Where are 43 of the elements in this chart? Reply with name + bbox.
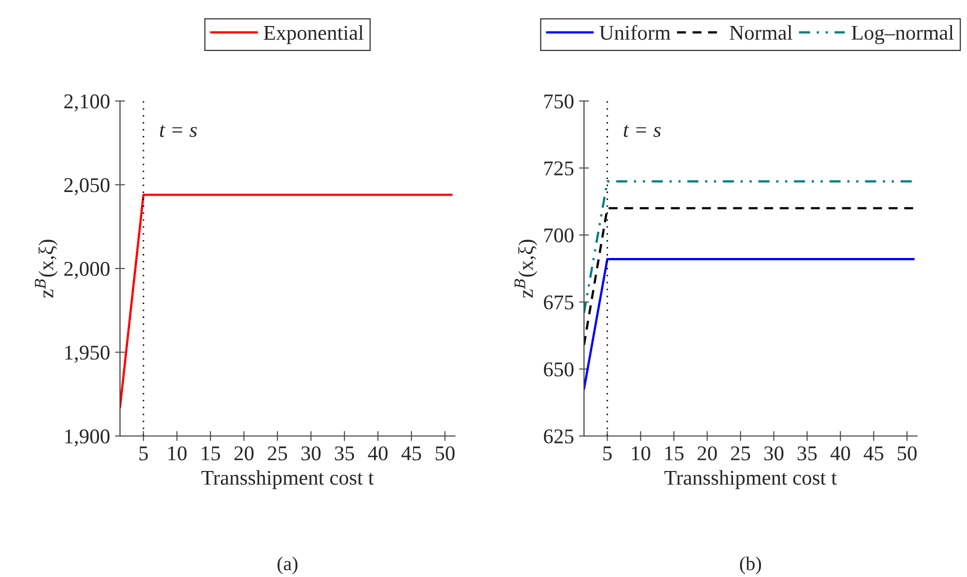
x-tick-label: 45 bbox=[401, 446, 422, 460]
x-tick-label: 15 bbox=[665, 446, 684, 460]
x-tick-label: 35 bbox=[335, 446, 354, 460]
x-tick-label: 40 bbox=[830, 446, 850, 460]
legend-label: Exponential bbox=[264, 25, 364, 44]
x-axis-title: Transshipment cost t bbox=[664, 470, 837, 490]
x-tick-label: 25 bbox=[731, 446, 750, 460]
y-tick-label: 2,100 bbox=[64, 94, 110, 112]
y-tick-label: 650 bbox=[544, 362, 574, 376]
x-tick-label: 50 bbox=[898, 446, 917, 460]
y-tick-label: 1,950 bbox=[65, 346, 110, 363]
x-tick-label: 30 bbox=[302, 446, 321, 460]
x-tick-label: 45 bbox=[864, 446, 884, 460]
x-tick-label: 10 bbox=[168, 446, 187, 460]
y-tick-label: 675 bbox=[544, 295, 574, 310]
x-tick-label: 20 bbox=[234, 446, 254, 460]
y-tick-label: 625 bbox=[544, 429, 574, 444]
y-tick-label: 1,900 bbox=[65, 429, 110, 446]
x-tick-label: 10 bbox=[632, 446, 650, 460]
x-tick-label: 25 bbox=[268, 446, 288, 460]
ref-line-label: t = s bbox=[160, 125, 197, 137]
x-tick-label: 40 bbox=[368, 446, 388, 460]
ref-line-label: t = s bbox=[624, 125, 661, 137]
y-tick-label: 2,050 bbox=[64, 178, 110, 196]
text: (b) bbox=[740, 556, 761, 574]
x-axis-title: Transshipment cost t bbox=[201, 470, 374, 490]
legend-label: Normal bbox=[730, 25, 792, 40]
y-tick-label: 725 bbox=[544, 161, 574, 176]
y-axis-title: z$^{B}$(x,ξ) bbox=[34, 240, 58, 298]
x-tick-label: 20 bbox=[698, 446, 717, 460]
x-tick-label: 5 bbox=[603, 446, 612, 460]
y-axis-title: z$^{B}$(x,ξ) bbox=[514, 240, 538, 298]
x-tick-label: 50 bbox=[436, 446, 455, 460]
y-tick-label: 700 bbox=[544, 228, 574, 242]
y-tick-label: 750 bbox=[544, 94, 574, 108]
legend-label: Uniform bbox=[599, 24, 670, 40]
x-tick-label: 35 bbox=[798, 446, 817, 460]
text: (a) bbox=[278, 556, 298, 574]
x-tick-label: 30 bbox=[764, 446, 784, 460]
legend-label: Log–normal bbox=[852, 25, 954, 44]
x-tick-label: 5 bbox=[139, 446, 148, 460]
y-tick-label: 2,000 bbox=[64, 262, 110, 279]
x-tick-label: 15 bbox=[202, 446, 220, 460]
